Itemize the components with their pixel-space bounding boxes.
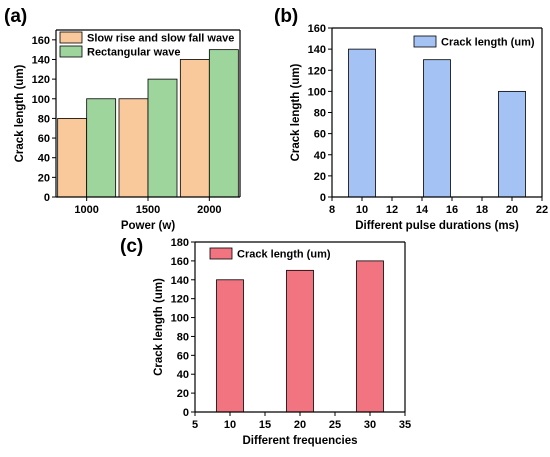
- x-axis-title: Power (w): [121, 220, 175, 232]
- y-tick-label: 140: [308, 44, 326, 56]
- x-tick-label: 20: [294, 419, 306, 431]
- y-axis-title: Crack length (um): [290, 63, 302, 161]
- x-tick-label: 25: [329, 419, 341, 431]
- x-tick-label: 20: [506, 204, 518, 216]
- bar: [216, 279, 244, 413]
- x-tick-label: 10: [224, 419, 236, 431]
- y-tick-label: 140: [171, 275, 189, 287]
- bar: [57, 118, 88, 198]
- y-tick-label: 120: [171, 294, 189, 306]
- bar: [356, 260, 384, 413]
- y-tick-label: 180: [171, 237, 189, 249]
- bar: [423, 59, 451, 198]
- x-axis-title: Different frequencies: [242, 435, 357, 447]
- x-tick-label: 22: [536, 204, 548, 216]
- chart-panel-c: (c) 0 20 40 60 80 100 120 140 160 180 5 10 15 20 25 30 35…: [120, 236, 411, 447]
- panel-label: (b): [274, 6, 298, 27]
- chart-panel-b: (b) 0 20 40 60 80 100 120 140 160 8 10 12 14 16 18 20 22 D…: [274, 6, 548, 232]
- legend-entry: Crack length (um): [441, 37, 535, 49]
- x-tick-label: 1000: [74, 204, 98, 216]
- legend-entry: Slow rise and slow fall wave: [87, 33, 234, 45]
- y-tick-label: 100: [308, 86, 326, 98]
- bar: [86, 98, 117, 198]
- legend-entry: Rectangular wave: [87, 47, 181, 59]
- y-tick-label: 0: [183, 407, 189, 419]
- x-tick-label: 8: [329, 204, 335, 216]
- x-tick-label: 16: [446, 204, 458, 216]
- bar: [208, 49, 239, 198]
- legend-swatch: [59, 31, 83, 44]
- y-axis-title: Crack length (um): [14, 64, 26, 162]
- y-tick-label: 0: [44, 192, 50, 204]
- y-tick-label: 120: [32, 74, 50, 86]
- x-tick-label: 35: [399, 419, 411, 431]
- y-tick-label: 20: [38, 172, 50, 184]
- y-tick-label: 20: [314, 171, 326, 183]
- y-tick-label: 80: [314, 108, 326, 120]
- y-tick-label: 100: [32, 94, 50, 106]
- y-tick-label: 60: [314, 129, 326, 141]
- y-tick-label: 80: [177, 331, 189, 343]
- y-tick-label: 160: [171, 256, 189, 268]
- y-tick-label: 80: [38, 113, 50, 125]
- x-tick-label: 2000: [197, 204, 221, 216]
- y-tick-label: 100: [171, 313, 189, 325]
- bar: [118, 98, 149, 198]
- bar: [286, 269, 314, 413]
- bar: [147, 78, 178, 198]
- x-tick-label: 18: [476, 204, 488, 216]
- x-tick-label: 14: [416, 204, 429, 216]
- x-tick-label: 30: [364, 419, 376, 431]
- x-tick-label: 10: [356, 204, 368, 216]
- y-axis-title: Crack length (um): [153, 278, 165, 376]
- y-tick-label: 60: [38, 133, 50, 145]
- y-tick-label: 40: [38, 153, 50, 165]
- y-tick-label: 60: [177, 350, 189, 362]
- y-tick-label: 120: [308, 65, 326, 77]
- x-axis-title: Different pulse durations (ms): [355, 220, 519, 232]
- y-tick-label: 160: [308, 23, 326, 35]
- y-tick-label: 20: [177, 388, 189, 400]
- x-tick-label: 15: [259, 419, 271, 431]
- legend-swatch: [209, 247, 233, 260]
- y-tick-label: 160: [32, 35, 50, 47]
- legend-entry: Crack length (um): [237, 249, 331, 261]
- chart-panel-a: (a) 0 20 40 60 80 100 120 140 160 1000 1500 2000 Powe…: [4, 6, 241, 232]
- y-tick-label: 40: [314, 150, 326, 162]
- x-tick-label: 1500: [136, 204, 160, 216]
- bar: [179, 59, 210, 198]
- panel-label: (c): [120, 236, 143, 257]
- legend-swatch: [59, 45, 83, 58]
- x-tick-label: 12: [386, 204, 398, 216]
- y-tick-label: 40: [177, 369, 189, 381]
- bar: [348, 48, 376, 198]
- y-tick-label: 0: [320, 192, 326, 204]
- x-tick-label: 5: [192, 419, 198, 431]
- y-tick-label: 140: [32, 54, 50, 66]
- bar: [498, 90, 526, 198]
- legend-swatch: [413, 35, 437, 48]
- panel-label: (a): [4, 6, 27, 27]
